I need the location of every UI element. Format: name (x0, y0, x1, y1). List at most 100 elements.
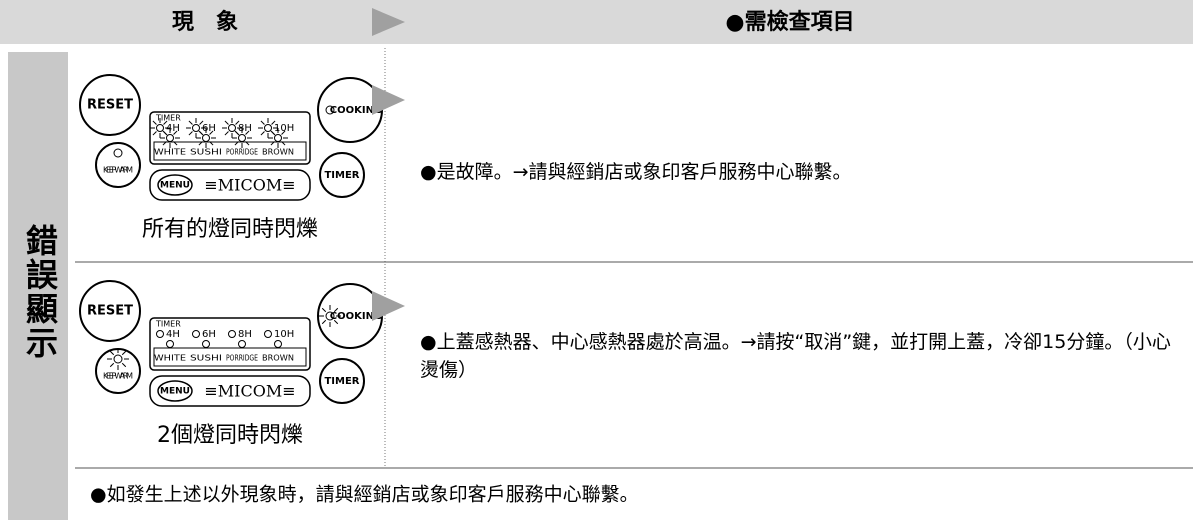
menu-lamp-label: WHITE (154, 354, 186, 363)
remedy: ●上蓋感熱器、中心感熱器處於高温。→請按“取消”鍵，並打開上蓋，冷卻15分鐘。（… (420, 331, 1171, 381)
menu-lamp (202, 134, 210, 142)
timer-lamp-label: 10H (274, 123, 294, 134)
keep-warm-button (95, 142, 141, 188)
blink-ray (321, 307, 327, 313)
menu-lamp-label: WHITE (154, 148, 186, 157)
timer-lamp (156, 124, 164, 132)
blink-ray (173, 141, 178, 146)
reset-button (79, 280, 141, 342)
blink-ray (173, 130, 178, 135)
blink-ray (260, 120, 265, 125)
timer-button (319, 358, 365, 404)
blink-ray (245, 141, 250, 146)
cooking-lamp (325, 105, 335, 115)
cooking-lamp (325, 311, 335, 321)
blink-ray (224, 120, 229, 125)
blink-ray (188, 120, 193, 125)
header-arrow (372, 8, 405, 36)
reset-label: RESET (87, 98, 133, 113)
side-label: 錯誤顯示 (21, 223, 59, 360)
menu-button (157, 174, 193, 196)
blink-ray (209, 130, 214, 135)
blink-ray (245, 130, 250, 135)
menu-lamp-label: SUSHI (190, 148, 222, 157)
keep-warm-label: KEEP WARM (103, 166, 133, 175)
reset-button (79, 74, 141, 136)
menu-lamp-frame (153, 141, 307, 161)
blink-ray (281, 141, 286, 146)
blink-ray (162, 141, 167, 146)
menu-frame (149, 375, 311, 407)
blink-ray (198, 130, 203, 135)
blink-ray (109, 362, 115, 368)
menu-lamp-frame (153, 347, 307, 367)
menu-lamp (166, 134, 174, 142)
blink-ray (198, 141, 203, 146)
blink-ray (152, 120, 157, 125)
timer-button-label: TIMER (324, 376, 359, 387)
menu-button (157, 380, 193, 402)
row-caption: 所有的燈同時閃爍 (142, 217, 318, 242)
header-check-items: ●需檢查項目 (725, 9, 854, 35)
blink-ray (321, 319, 327, 325)
timer-lamp-label: 8H (238, 329, 252, 340)
blink-ray (281, 130, 286, 135)
menu-label: MENU (160, 181, 190, 191)
keep-warm-lamp (113, 354, 123, 364)
blink-ray (152, 131, 157, 136)
timer-label: TIMER (155, 114, 181, 123)
timer-lamp (264, 124, 272, 132)
blink-ray (209, 141, 214, 146)
blink-ray (333, 307, 339, 313)
timer-lamp-label: 4H (166, 123, 180, 134)
remedy: ●是故障。→請與經銷店或象印客戶服務中心聯繫。 (420, 161, 852, 183)
row-arrow (372, 85, 405, 115)
timer-button (319, 152, 365, 198)
timer-lamp-label: 4H (166, 329, 180, 340)
keep-warm-lamp (113, 148, 123, 158)
row-caption: 2個燈同時閃爍 (157, 423, 303, 448)
blink-ray (234, 130, 239, 135)
blink-ray (270, 130, 275, 135)
menu-lamp (202, 340, 210, 348)
timer-label: TIMER (155, 320, 181, 329)
row-arrow (372, 291, 405, 321)
menu-lamp-label: BROWN (262, 148, 294, 157)
timer-lamp (192, 330, 200, 338)
blink-ray (270, 141, 275, 146)
menu-lamp-label: PORRIDGE (226, 148, 258, 157)
header-band (0, 0, 1193, 44)
menu-lamp (238, 134, 246, 142)
menu-lamp (166, 340, 174, 348)
timer-lamp (228, 330, 236, 338)
blink-ray (121, 362, 127, 368)
timer-lamp-label: 8H (238, 123, 252, 134)
menu-lamp (274, 134, 282, 142)
blink-ray (121, 350, 127, 356)
footer-note: ●如發生上述以外現象時，請與經銷店或象印客戶服務中心聯繫。 (90, 484, 639, 506)
blink-ray (235, 120, 240, 125)
blink-ray (333, 319, 339, 325)
timer-lamp-label: 10H (274, 329, 294, 340)
timer-button-label: TIMER (324, 170, 359, 181)
cooking-label: COOKING (330, 105, 382, 116)
blink-ray (109, 350, 115, 356)
reset-label: RESET (87, 304, 133, 319)
menu-label: MENU (160, 387, 190, 397)
brand: ≡MICOM≡ (204, 176, 295, 195)
menu-lamp-label: SUSHI (190, 354, 222, 363)
keep-warm-label: KEEP WARM (103, 372, 133, 381)
blink-ray (188, 131, 193, 136)
timer-lamp (156, 330, 164, 338)
menu-lamp-label: BROWN (262, 354, 294, 363)
header-phenomenon: 現 象 (172, 9, 238, 35)
timer-lamp (228, 124, 236, 132)
cooking-label: COOKING (330, 311, 382, 322)
blink-ray (260, 131, 265, 136)
blink-ray (163, 120, 168, 125)
brand: ≡MICOM≡ (204, 382, 295, 401)
blink-ray (199, 120, 204, 125)
blink-ray (162, 130, 167, 135)
